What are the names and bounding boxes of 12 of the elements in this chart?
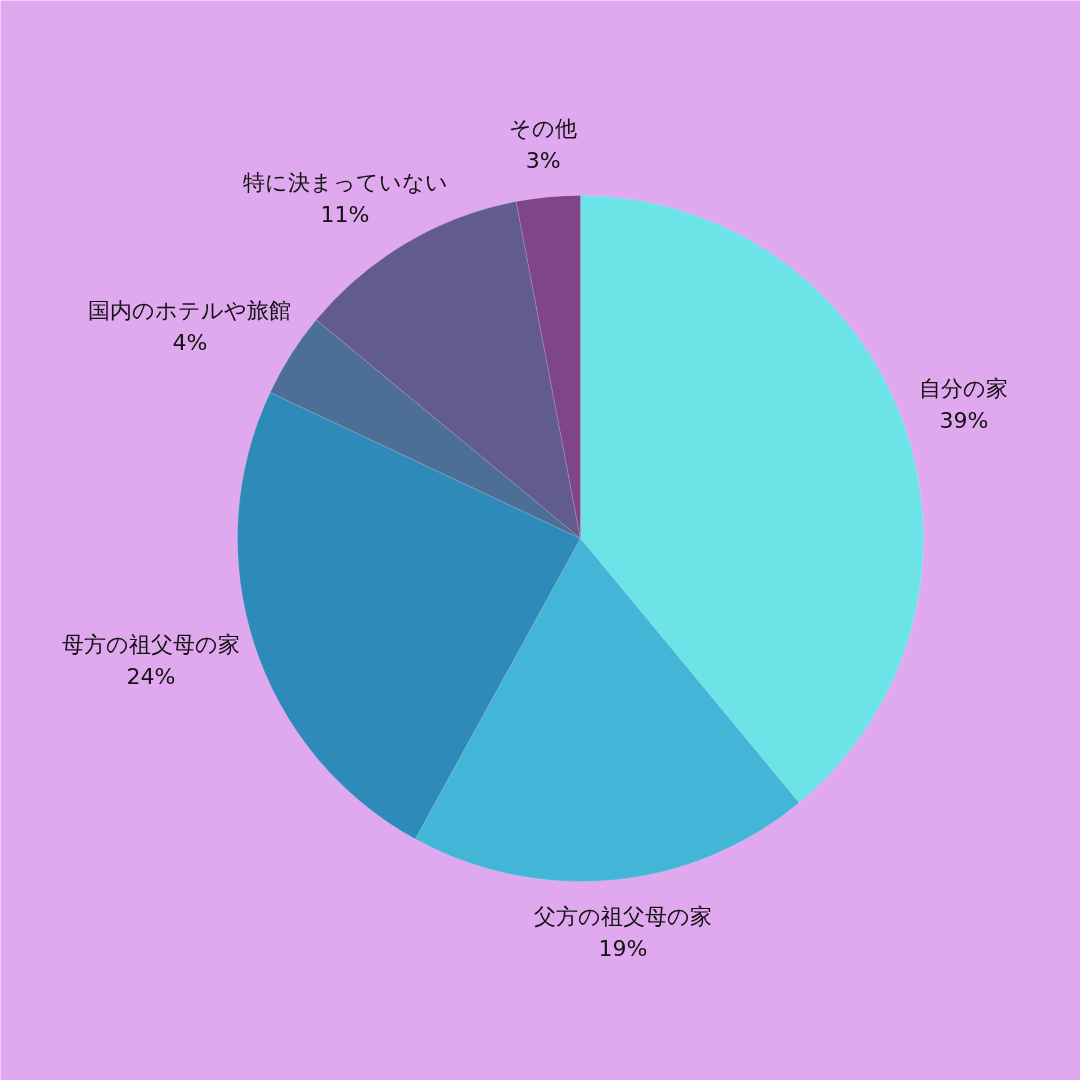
data-label: 39% (939, 408, 989, 433)
slice-label: 特に決まっていない (242, 169, 448, 195)
data-label: 3% (525, 148, 561, 174)
data-label: 11% (320, 201, 370, 227)
data-label: 24% (126, 664, 176, 690)
data-label: 4% (172, 330, 208, 356)
slice-label: 自分の家 (919, 376, 1009, 401)
slice-label: 国内のホテルや旅館 (88, 298, 292, 324)
slice-label: 父方の祖父母の家 (534, 903, 712, 929)
slice-label: その他 (509, 116, 578, 142)
data-label: 19% (598, 935, 648, 961)
slice-label: 母方の祖父母の家 (62, 632, 241, 658)
